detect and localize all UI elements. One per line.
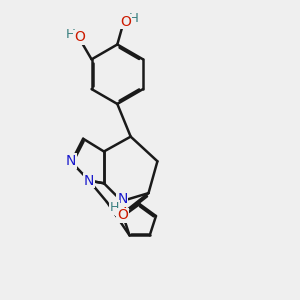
Text: H: H	[129, 12, 139, 26]
Text: O: O	[116, 202, 127, 216]
Text: O: O	[120, 15, 131, 28]
Text: N: N	[65, 154, 76, 168]
Text: O: O	[117, 208, 128, 222]
Text: N: N	[84, 174, 94, 188]
Text: O: O	[74, 30, 85, 44]
Text: H: H	[110, 201, 119, 214]
Text: H: H	[66, 28, 76, 41]
Text: N: N	[117, 192, 128, 206]
